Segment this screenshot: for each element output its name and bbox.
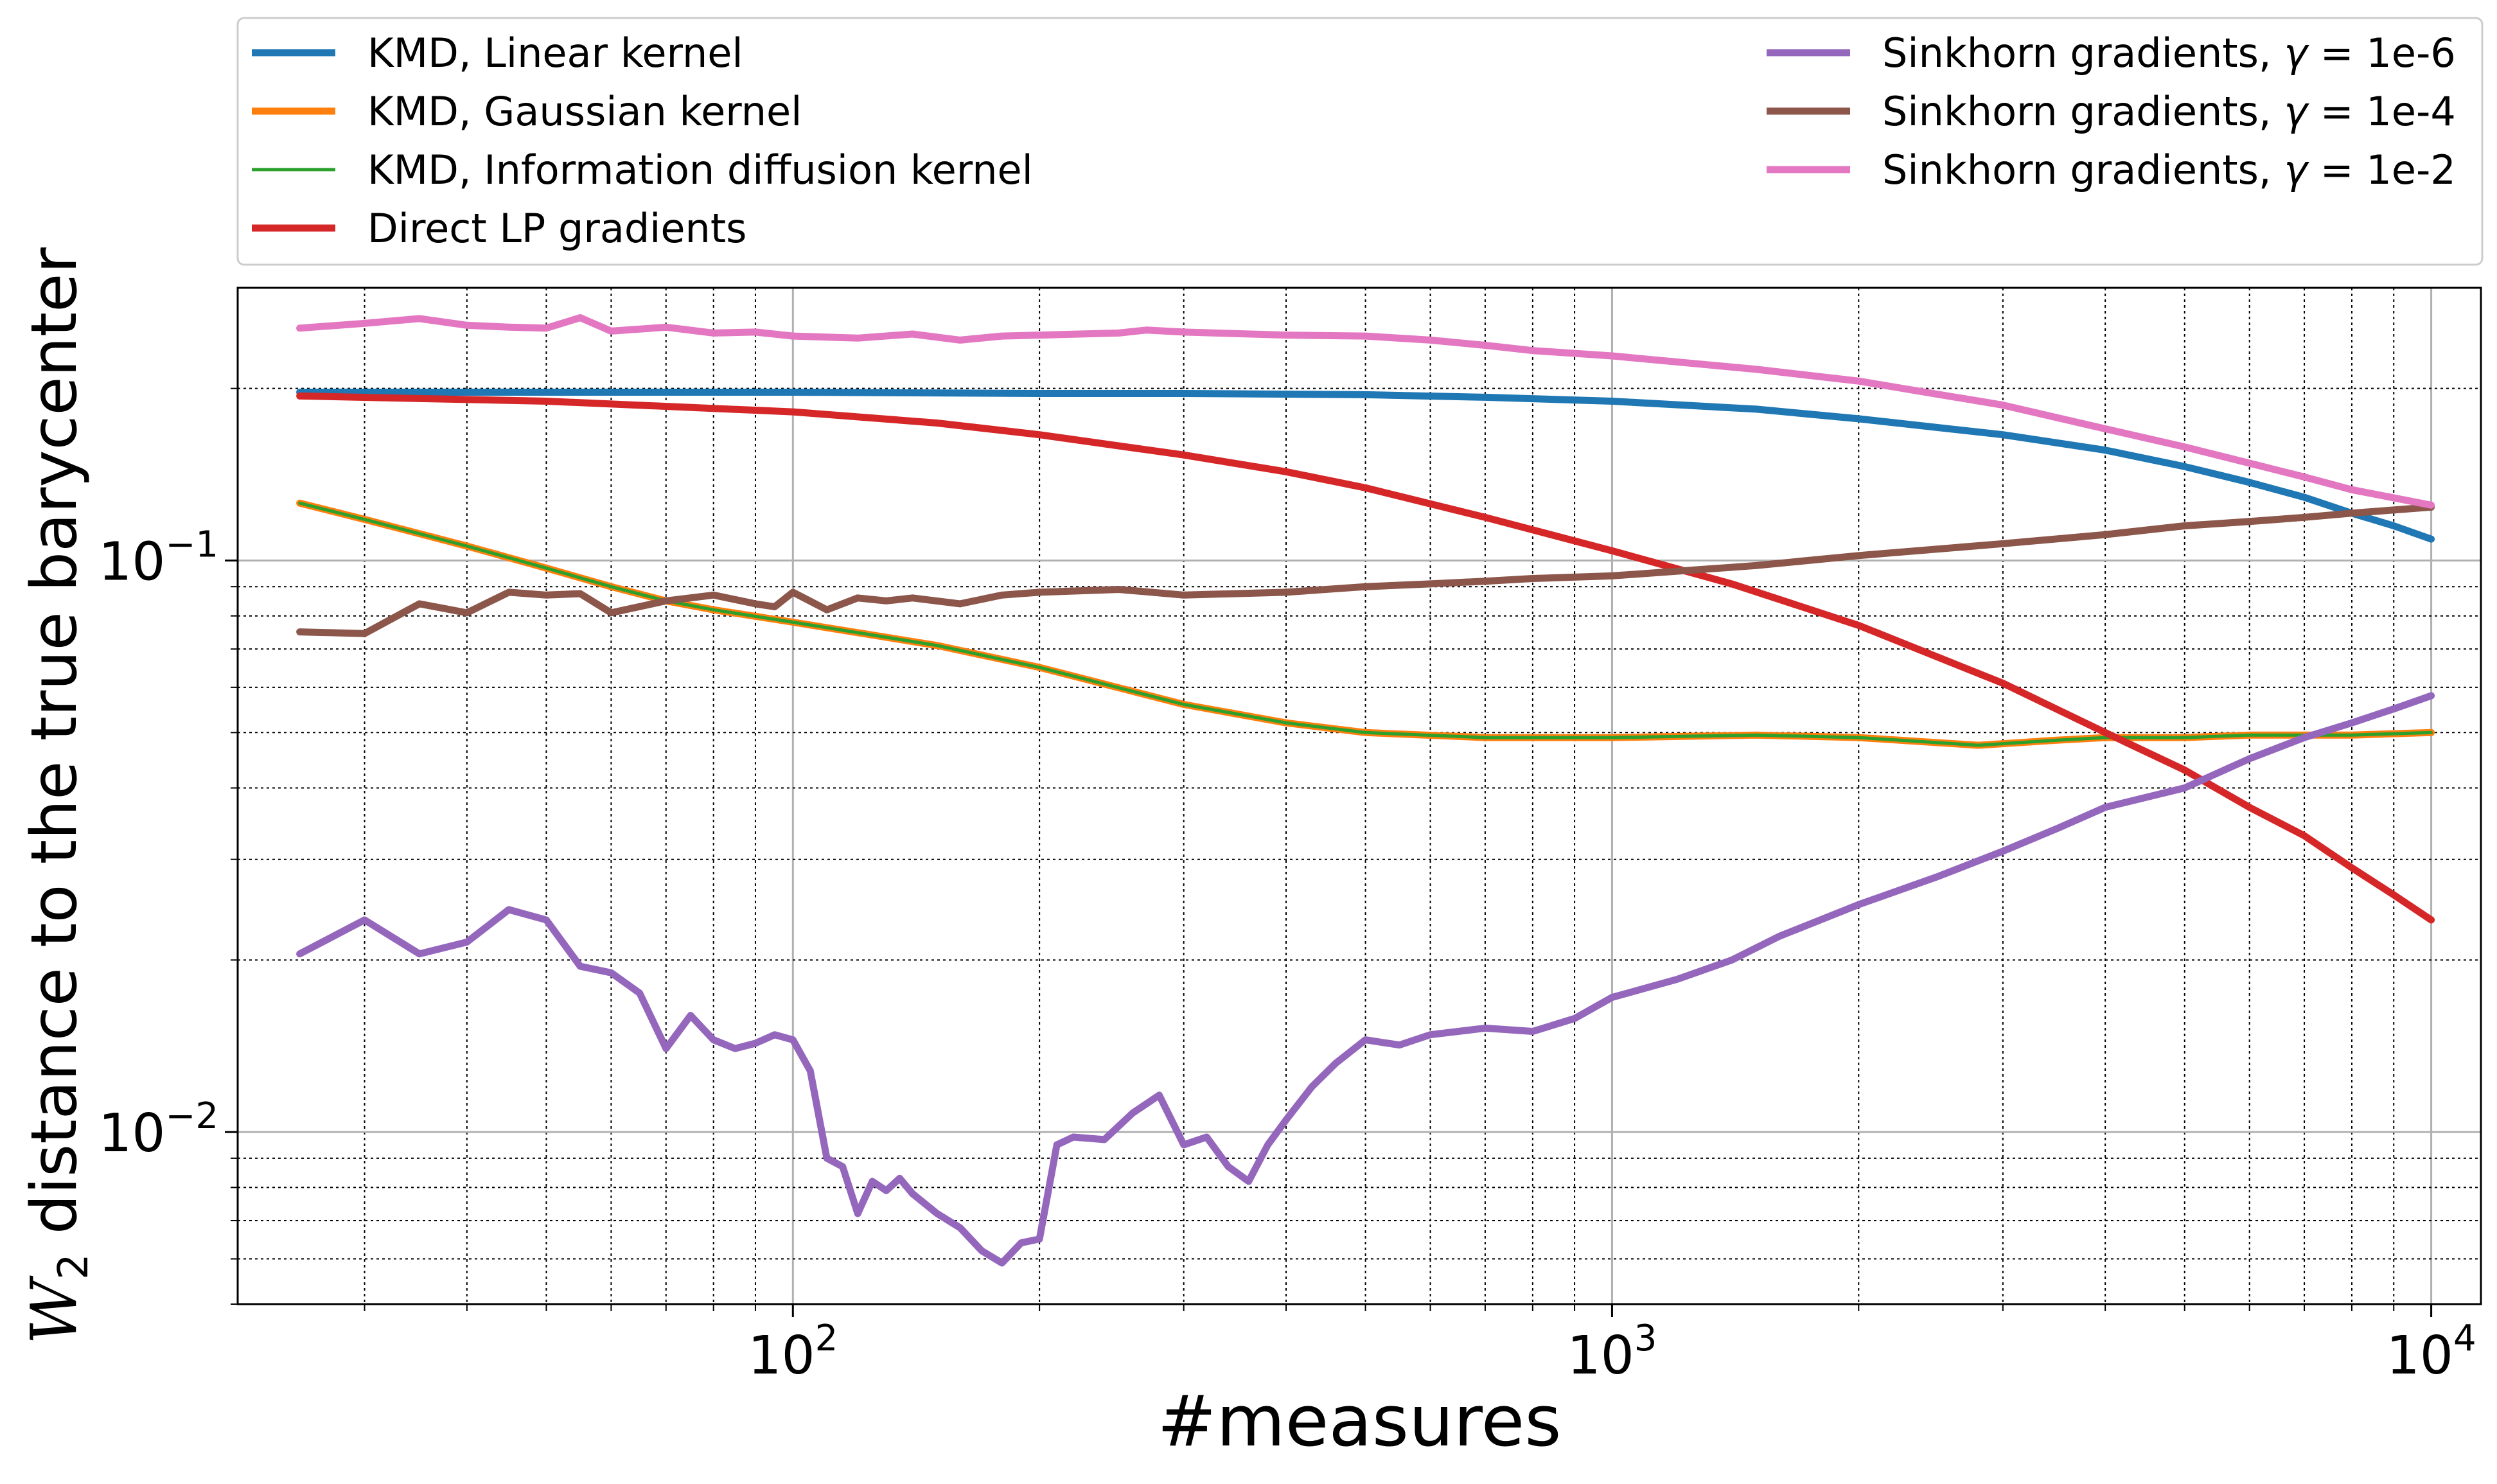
legend-label: Direct LP gradients (367, 205, 746, 252)
legend-label: Sinkhorn gradients, γ = 1e-4 (1882, 88, 2456, 135)
y-axis-label-text: distance to the true barycenter (18, 247, 91, 1235)
y-axis-label-symbol: W (18, 1275, 91, 1345)
legend-label: Sinkhorn gradients, γ = 1e-2 (1882, 146, 2456, 193)
svg-text:W2distance to the true barycen: W2 distance to the true barycenter (18, 247, 98, 1345)
legend-label: KMD, Information diffusion kernel (367, 146, 1033, 193)
series-line-3 (298, 501, 2433, 747)
legend: KMD, Linear kernel KMD, Gaussian kernel KM… (236, 17, 2484, 266)
legend-box (236, 17, 2484, 266)
x-tick-label: 102 (748, 1318, 838, 1386)
y-axis-label-symbol-sub: 2 (50, 1253, 98, 1280)
y-tick-label: 10−1 (98, 524, 218, 592)
x-tick-label: 103 (1567, 1318, 1657, 1386)
series-line-6 (296, 503, 2435, 637)
series-line-4 (296, 392, 2435, 924)
y-axis-label: W2 distance to the true barycenter (18, 247, 98, 1345)
legend-label: KMD, Linear kernel (367, 30, 743, 76)
axis-ticks: 102 103 104 10−2 10−1 (98, 387, 2476, 1386)
plot-frame (236, 287, 2482, 1305)
y-tick-label: 10−2 (98, 1095, 218, 1164)
series-line-7 (296, 314, 2435, 509)
legend-label: Sinkhorn gradients, γ = 1e-6 (1882, 30, 2456, 76)
x-tick-label: 104 (2387, 1318, 2476, 1386)
series-line-5 (296, 692, 2435, 1267)
series-line-1 (296, 389, 2435, 543)
legend-label: KMD, Gaussian kernel (367, 88, 802, 135)
x-axis-label: #measures (1157, 1380, 1561, 1462)
series-lines (296, 314, 2435, 1267)
